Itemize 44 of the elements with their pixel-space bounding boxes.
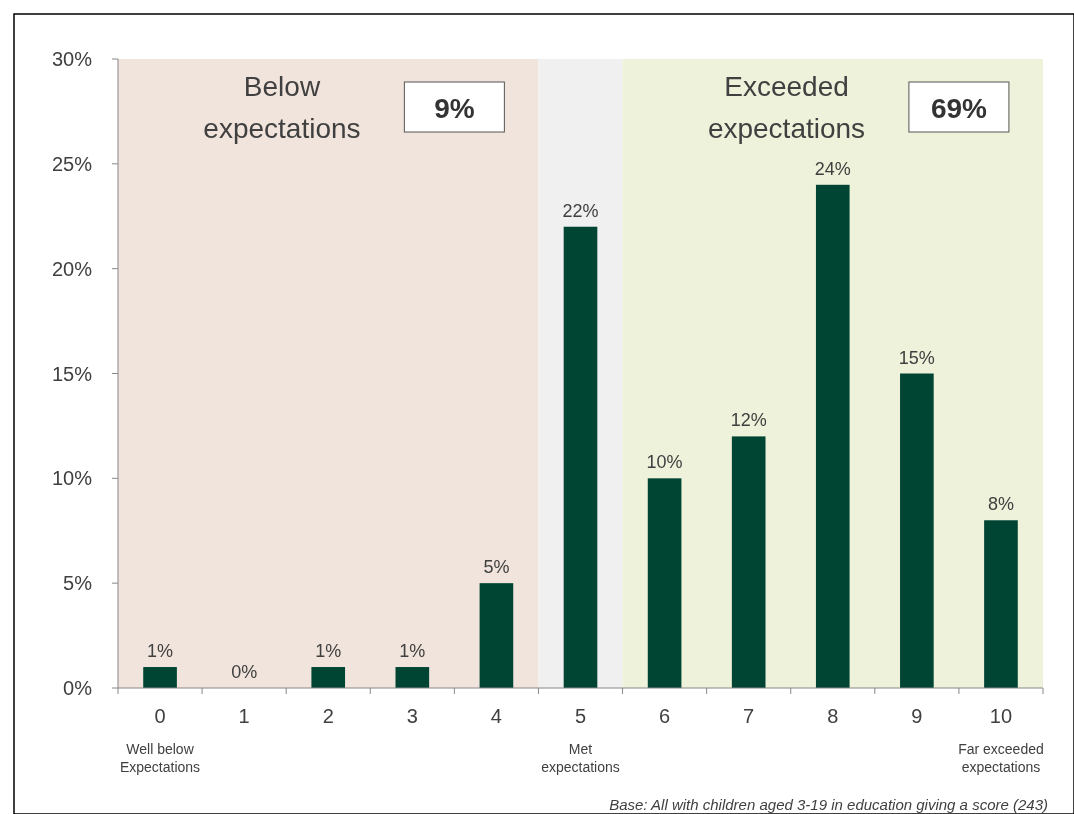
annotation: 9% bbox=[434, 93, 475, 124]
x-tick-label: 4 bbox=[490, 705, 502, 727]
bar bbox=[143, 667, 177, 688]
bar bbox=[563, 226, 598, 688]
data-label: 10% bbox=[646, 452, 683, 473]
bar bbox=[731, 436, 766, 688]
data-label: 1% bbox=[399, 641, 426, 662]
x-tick-label: 9 bbox=[911, 705, 923, 727]
y-tick-label: 30% bbox=[51, 48, 93, 70]
bar bbox=[984, 520, 1018, 688]
data-label: 8% bbox=[987, 494, 1014, 515]
data-label: 22% bbox=[562, 200, 599, 221]
x-tick-label: 5 Met expectations bbox=[541, 705, 620, 775]
band-label: Below expectations bbox=[203, 71, 361, 144]
data-label: 1% bbox=[315, 641, 342, 662]
bar bbox=[647, 478, 682, 688]
x-tick-label: 0 Well below Expectations bbox=[119, 705, 201, 775]
data-label: 5% bbox=[483, 557, 510, 578]
y-tick-label: 10% bbox=[51, 467, 93, 490]
data-label: 24% bbox=[814, 158, 851, 179]
x-tick-label: 8 bbox=[827, 705, 839, 727]
x-tick-label: 10 Far exceeded expectations bbox=[958, 705, 1044, 775]
bar bbox=[479, 583, 514, 688]
data-label: 15% bbox=[898, 347, 935, 368]
y-tick-label: 0% bbox=[63, 677, 93, 699]
text: Base: All with children aged 3-19 in education giving a score (243) bbox=[609, 796, 1048, 813]
y-tick-label: 5% bbox=[63, 572, 93, 595]
x-tick-label: 7 bbox=[743, 705, 755, 727]
annotation: 69% bbox=[930, 93, 988, 124]
y-tick-label: 25% bbox=[51, 152, 93, 175]
data-label: 1% bbox=[147, 641, 174, 662]
y-tick-label: 20% bbox=[51, 257, 93, 280]
x-tick-label: 3 bbox=[406, 705, 418, 727]
x-tick-label: 1 bbox=[238, 705, 250, 727]
y-tick-label: 15% bbox=[51, 362, 93, 385]
data-label: 0% bbox=[231, 662, 258, 682]
bar bbox=[815, 184, 850, 688]
bar bbox=[311, 667, 346, 688]
bar bbox=[395, 667, 430, 688]
bar bbox=[900, 373, 934, 688]
x-tick-label: 6 bbox=[659, 705, 671, 727]
x-tick-label: 2 bbox=[322, 705, 334, 727]
data-label: 12% bbox=[730, 410, 767, 431]
band-label: Exceeded expectations bbox=[707, 71, 866, 144]
